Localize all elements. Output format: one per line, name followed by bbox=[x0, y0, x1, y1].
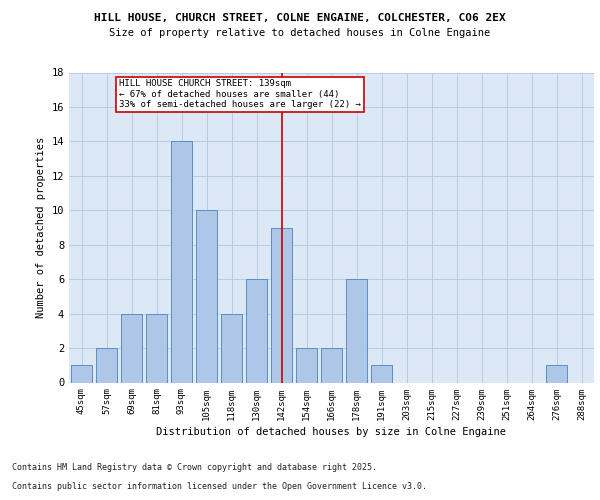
Bar bbox=[171, 142, 192, 382]
Bar bbox=[546, 366, 567, 382]
Bar bbox=[196, 210, 217, 382]
Bar bbox=[321, 348, 342, 382]
Bar bbox=[121, 314, 142, 382]
Bar bbox=[246, 279, 267, 382]
Bar bbox=[221, 314, 242, 382]
Bar bbox=[296, 348, 317, 382]
Text: HILL HOUSE CHURCH STREET: 139sqm
← 67% of detached houses are smaller (44)
33% o: HILL HOUSE CHURCH STREET: 139sqm ← 67% o… bbox=[119, 80, 361, 109]
Bar bbox=[146, 314, 167, 382]
Bar bbox=[346, 279, 367, 382]
Text: Size of property relative to detached houses in Colne Engaine: Size of property relative to detached ho… bbox=[109, 28, 491, 38]
Text: Contains HM Land Registry data © Crown copyright and database right 2025.: Contains HM Land Registry data © Crown c… bbox=[12, 464, 377, 472]
Text: Contains public sector information licensed under the Open Government Licence v3: Contains public sector information licen… bbox=[12, 482, 427, 491]
Bar bbox=[271, 228, 292, 382]
Text: HILL HOUSE, CHURCH STREET, COLNE ENGAINE, COLCHESTER, CO6 2EX: HILL HOUSE, CHURCH STREET, COLNE ENGAINE… bbox=[94, 12, 506, 22]
Bar bbox=[96, 348, 117, 382]
Y-axis label: Number of detached properties: Number of detached properties bbox=[36, 137, 46, 318]
X-axis label: Distribution of detached houses by size in Colne Engaine: Distribution of detached houses by size … bbox=[157, 426, 506, 436]
Bar bbox=[371, 366, 392, 382]
Bar bbox=[71, 366, 92, 382]
